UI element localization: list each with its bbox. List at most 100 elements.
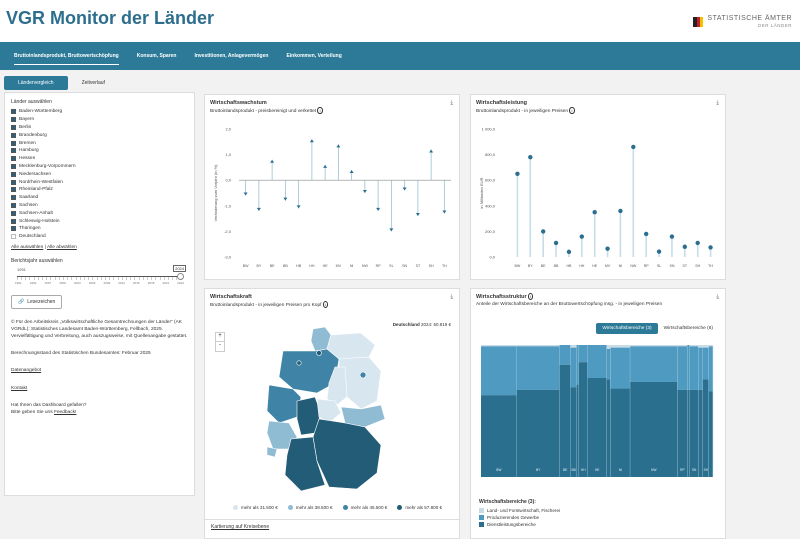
structure-column[interactable] <box>576 345 580 477</box>
structure-column[interactable] <box>606 345 611 477</box>
tab-bereiche-6[interactable]: Wirtschaftsbereiche (6) <box>663 326 713 331</box>
contact-link[interactable]: Kontakt <box>11 385 28 391</box>
growth-mark[interactable] <box>349 169 354 181</box>
growth-mark[interactable] <box>336 144 341 181</box>
download-icon[interactable]: ⤓ <box>450 100 453 106</box>
info-icon[interactable]: i <box>317 107 323 114</box>
growth-mark[interactable] <box>323 164 328 181</box>
perf-mark[interactable] <box>695 240 700 257</box>
country-checkbox[interactable] <box>11 218 16 224</box>
nav-tab-konsum[interactable]: Konsum, Sparen <box>136 53 177 59</box>
slider-handle[interactable] <box>177 272 184 280</box>
growth-mark[interactable] <box>283 180 288 201</box>
country-checkbox[interactable] <box>11 163 16 169</box>
country-checkbox[interactable] <box>11 187 16 193</box>
structure-column[interactable]: BB <box>570 345 577 477</box>
growth-mark[interactable] <box>309 139 314 181</box>
nav-tab-bip[interactable]: Bruttoinlandsprodukt, Bruttowertschöpfun… <box>14 42 119 70</box>
country-checkbox[interactable] <box>11 202 16 208</box>
perf-mark[interactable] <box>643 231 649 257</box>
perf-mark[interactable] <box>553 240 559 257</box>
germany-map[interactable] <box>265 327 405 497</box>
country-option[interactable]: Saarland <box>11 194 188 202</box>
country-checkbox[interactable] <box>11 117 16 123</box>
perf-mark[interactable] <box>656 249 662 257</box>
growth-mark[interactable] <box>429 149 434 181</box>
perf-mark[interactable] <box>579 234 585 257</box>
country-checkbox[interactable] <box>11 195 16 201</box>
country-option[interactable]: Sachsen-Anhalt <box>11 209 188 217</box>
country-option[interactable]: Sachsen <box>11 202 188 210</box>
country-option[interactable]: Rheinland-Pfalz <box>11 186 188 194</box>
country-checkbox[interactable] <box>11 132 16 138</box>
country-checkbox[interactable] <box>11 124 16 130</box>
tab-zeitverlauf[interactable]: Zeitverlauf <box>81 80 105 86</box>
perf-mark[interactable] <box>540 229 546 257</box>
perf-mark[interactable] <box>528 154 533 257</box>
growth-mark[interactable] <box>270 159 275 181</box>
perf-mark[interactable] <box>631 144 636 257</box>
growth-mark[interactable] <box>296 180 301 209</box>
country-checkbox[interactable] <box>11 109 16 115</box>
country-checkbox[interactable] <box>11 179 16 185</box>
country-option[interactable]: Mecklenburg-Vorpommern <box>11 163 188 171</box>
growth-mark[interactable] <box>402 180 407 191</box>
structure-column[interactable]: NI <box>610 345 631 477</box>
country-checkbox[interactable] <box>11 226 16 232</box>
structure-column[interactable]: BY <box>516 345 560 477</box>
country-option[interactable]: Brandenburg <box>11 131 188 139</box>
nav-tab-investitionen[interactable]: Investitionen, Anlagevermögen <box>194 53 269 59</box>
country-checkbox[interactable] <box>11 148 16 154</box>
country-checkbox[interactable] <box>11 156 16 162</box>
zoom-in-button[interactable]: + <box>216 333 224 342</box>
structure-column[interactable]: HE <box>587 345 608 477</box>
structure-column[interactable]: RP <box>677 345 688 477</box>
growth-mark[interactable] <box>376 180 381 211</box>
structure-column[interactable]: HH <box>578 345 588 477</box>
bookmark-button[interactable]: 🔗 Lesezeichen <box>11 294 63 309</box>
perf-mark[interactable] <box>682 244 688 257</box>
country-option[interactable]: Thüringen <box>11 225 188 233</box>
info-icon[interactable]: i <box>322 301 329 308</box>
nav-tab-einkommen[interactable]: Einkommen, Verteilung <box>286 53 342 59</box>
country-option[interactable]: Deutschland <box>11 233 188 241</box>
country-option[interactable]: Schleswig-Holstein <box>11 217 188 225</box>
growth-mark[interactable] <box>243 180 248 196</box>
growth-mark[interactable] <box>442 180 447 214</box>
info-icon[interactable]: i <box>569 107 575 114</box>
country-option[interactable]: Baden-Württemberg <box>11 108 188 116</box>
perf-mark[interactable] <box>708 245 713 257</box>
perf-mark[interactable] <box>605 246 610 257</box>
structure-column[interactable] <box>687 345 690 477</box>
structure-column[interactable]: NW <box>630 345 678 477</box>
structure-column[interactable]: SN <box>689 345 699 477</box>
growth-mark[interactable] <box>362 180 367 193</box>
structure-column[interactable]: BW <box>481 345 518 477</box>
deselect-all-link[interactable]: Alle abwählen <box>46 244 77 250</box>
perf-mark[interactable] <box>618 208 623 257</box>
country-checkbox[interactable] <box>11 210 16 216</box>
info-icon[interactable]: i <box>528 293 534 300</box>
structure-column[interactable] <box>708 345 714 477</box>
growth-mark[interactable] <box>389 180 394 232</box>
perf-mark[interactable] <box>669 234 675 257</box>
year-slider[interactable]: 1991 2024 <box>11 264 188 281</box>
country-checkbox[interactable] <box>11 140 16 146</box>
country-checkbox[interactable] <box>11 171 16 177</box>
zoom-out-button[interactable]: - <box>219 342 221 348</box>
country-option[interactable]: Bremen <box>11 139 188 147</box>
country-option[interactable]: Berlin <box>11 124 188 132</box>
download-icon[interactable]: ⤓ <box>450 294 453 300</box>
select-all-link[interactable]: Alle auswählen <box>11 244 44 250</box>
download-icon[interactable]: ⤓ <box>716 100 719 106</box>
growth-mark[interactable] <box>415 180 420 217</box>
country-option[interactable]: Hessen <box>11 155 188 163</box>
download-icon[interactable]: ⤓ <box>716 294 719 300</box>
country-option[interactable]: Hamburg <box>11 147 188 155</box>
perf-mark[interactable] <box>515 171 520 257</box>
country-checkbox[interactable] <box>11 234 16 240</box>
structure-column[interactable] <box>698 345 704 477</box>
feedback-link[interactable]: Feedback! <box>53 409 77 415</box>
perf-mark[interactable] <box>592 210 597 257</box>
tab-bereiche-3[interactable]: Wirtschaftsbereiche (3) <box>596 323 658 334</box>
